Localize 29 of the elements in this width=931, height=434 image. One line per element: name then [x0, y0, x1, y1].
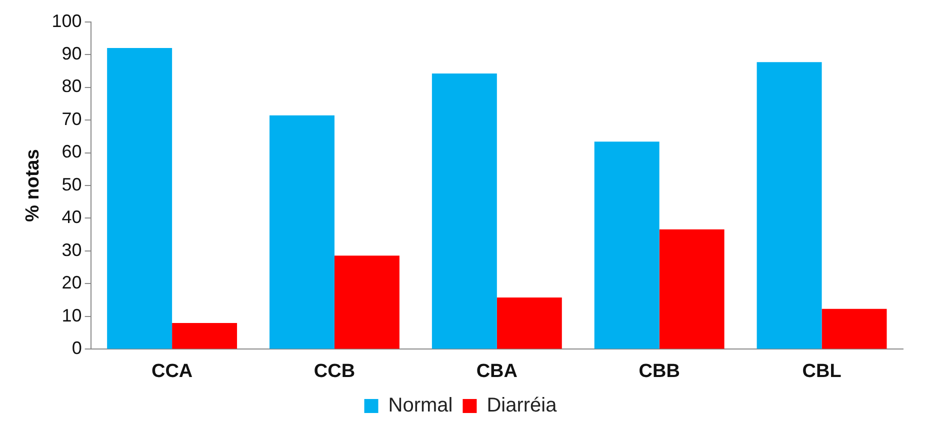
legend-label: Normal [388, 394, 453, 417]
y-tick-label: 70 [62, 108, 82, 129]
y-tick-label: 10 [62, 305, 82, 326]
bar [270, 115, 334, 349]
y-axis-title: % notas [22, 149, 44, 222]
x-tick-label: CBL [802, 360, 842, 382]
y-tick-label: 100 [52, 10, 82, 31]
x-tick-label: CCA [151, 360, 193, 382]
bar [107, 48, 172, 349]
y-tick-label: 90 [62, 44, 82, 64]
y-tick-label: 0 [72, 338, 82, 358]
bar [756, 62, 822, 349]
y-tick-label: 60 [62, 142, 82, 162]
bar [659, 229, 724, 349]
bar [822, 308, 887, 349]
legend-label: Diarréia [486, 394, 558, 417]
y-tick-label: 40 [62, 207, 82, 228]
bar [334, 256, 400, 349]
x-tick-label: CCB [314, 360, 356, 382]
bar [594, 142, 660, 349]
y-tick-label: 50 [62, 174, 82, 194]
bar [172, 323, 238, 349]
bar [432, 74, 497, 349]
y-tick-label: 30 [62, 240, 82, 260]
x-tick-label: CBA [476, 360, 518, 382]
y-tick-label: 80 [62, 76, 82, 96]
x-tick-label: CBB [638, 360, 680, 382]
bar [496, 297, 562, 349]
y-tick-label: 20 [62, 272, 82, 293]
